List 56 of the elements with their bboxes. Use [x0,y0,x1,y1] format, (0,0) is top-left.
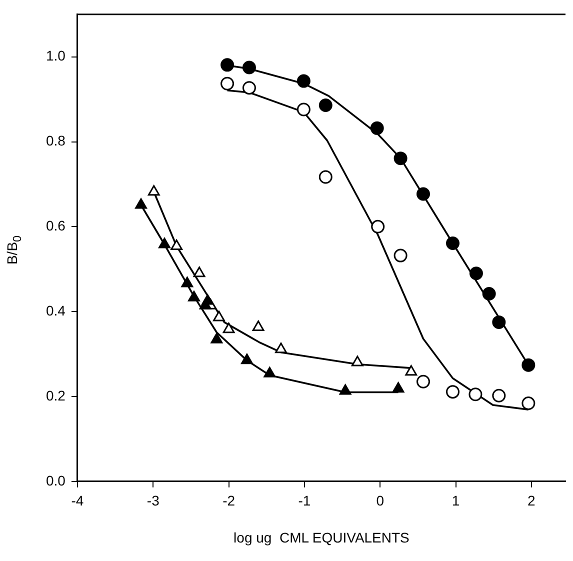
y-tick-label: 0.2 [46,387,66,404]
y-tick-label: 0.0 [46,472,66,488]
point [170,239,183,250]
point [482,287,496,300]
point [318,170,332,184]
x-tick-label: 0 [376,492,384,509]
point [264,366,276,378]
point [220,76,234,90]
point [394,248,408,262]
point [193,266,206,278]
x-tick-label: -4 [71,492,84,509]
point [241,354,253,364]
point [242,81,256,95]
point [522,358,536,372]
point [416,374,430,388]
x-tick-label: 1 [452,492,460,509]
point [135,198,147,209]
y-tick-label: 1.0 [46,48,66,64]
x-axis-title: log ug CML EQUIVALENTS [234,529,410,546]
point [339,384,352,395]
point [220,58,234,72]
point [318,98,332,112]
y-tick-label: 0.8 [46,132,66,149]
point [522,396,536,410]
point [392,382,404,393]
x-tick-label: -2 [222,492,236,509]
point [405,365,418,376]
point [148,185,160,196]
point [188,290,200,302]
point [242,60,256,74]
point [394,152,408,166]
x-tick-label: 2 [528,492,536,509]
y-tick-label: 0.4 [46,302,66,318]
x-tick-label: -3 [146,492,160,509]
point [351,356,364,366]
point [213,310,225,322]
point [158,238,170,248]
y-tick-label: 0.6 [46,218,66,234]
point [181,276,194,288]
x-tick-label: -1 [298,492,311,509]
point [210,332,223,344]
point [492,315,506,329]
point [296,74,310,88]
point [469,266,483,280]
point [202,294,214,305]
point [371,220,385,234]
point [296,102,310,116]
point [370,121,384,135]
point [416,187,430,201]
point [222,322,235,334]
point [492,388,506,402]
point [446,385,460,399]
point [275,342,287,354]
point [446,236,460,250]
point [252,320,264,332]
point [468,388,482,402]
